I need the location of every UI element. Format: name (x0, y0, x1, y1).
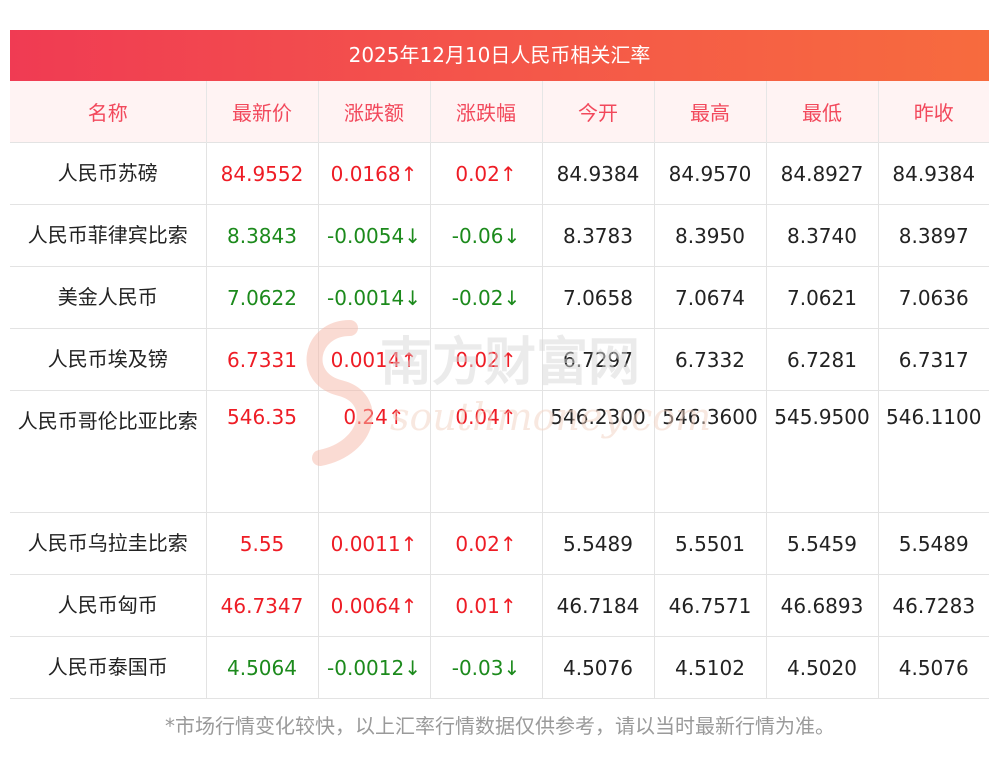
latest-price: 6.7331 (206, 328, 319, 391)
table-row: 人民币菲律宾比索 8.3843 -0.0054↓ -0.06↓ 8.3783 8… (10, 204, 989, 267)
change-amount: 0.0064↑ (318, 574, 431, 637)
change-percent: -0.03↓ (430, 636, 543, 699)
open-price: 4.5076 (542, 636, 655, 699)
high-price: 46.7571 (654, 574, 767, 637)
table-row: 人民币泰国币 4.5064 -0.0012↓ -0.03↓ 4.5076 4.5… (10, 636, 989, 699)
change-amount: 0.0168↑ (318, 142, 431, 205)
low-price: 7.0621 (766, 266, 879, 329)
disclaimer-text: *市场行情变化较快，以上汇率行情数据仅供参考，请以当时最新行情为准。 (165, 714, 835, 738)
high-price: 6.7332 (654, 328, 767, 391)
latest-price: 4.5064 (206, 636, 319, 699)
high-price: 84.9570 (654, 142, 767, 205)
change-percent: 0.02↑ (430, 328, 543, 391)
prev-close: 8.3897 (878, 204, 989, 267)
latest-price: 7.0622 (206, 266, 319, 329)
prev-close: 546.1100 (878, 390, 989, 513)
prev-close: 7.0636 (878, 266, 989, 329)
table-title: 2025年12月10日人民币相关汇率 (10, 30, 989, 81)
change-percent: -0.06↓ (430, 204, 543, 267)
header-change: 涨跌额 (318, 81, 431, 143)
high-price: 5.5501 (654, 512, 767, 575)
change-amount: -0.0014↓ (318, 266, 431, 329)
high-price: 8.3950 (654, 204, 767, 267)
table-row: 人民币苏磅 84.9552 0.0168↑ 0.02↑ 84.9384 84.9… (10, 142, 989, 205)
header-low: 最低 (766, 81, 879, 143)
change-percent: 0.04↑ (430, 390, 543, 513)
prev-close: 4.5076 (878, 636, 989, 699)
open-price: 84.9384 (542, 142, 655, 205)
latest-price: 5.55 (206, 512, 319, 575)
low-price: 4.5020 (766, 636, 879, 699)
low-price: 545.9500 (766, 390, 879, 513)
prev-close: 46.7283 (878, 574, 989, 637)
low-price: 6.7281 (766, 328, 879, 391)
prev-close: 6.7317 (878, 328, 989, 391)
open-price: 6.7297 (542, 328, 655, 391)
currency-name: 人民币苏磅 (10, 142, 207, 205)
low-price: 5.5459 (766, 512, 879, 575)
low-price: 84.8927 (766, 142, 879, 205)
table-row: 人民币哥伦比亚比索 546.35 0.24↑ 0.04↑ 546.2300 54… (10, 390, 989, 513)
currency-name: 美金人民币 (10, 266, 207, 329)
low-price: 46.6893 (766, 574, 879, 637)
high-price: 4.5102 (654, 636, 767, 699)
table-row: 人民币匈币 46.7347 0.0064↑ 0.01↑ 46.7184 46.7… (10, 574, 989, 637)
currency-name: 人民币埃及镑 (10, 328, 207, 391)
change-amount: -0.0012↓ (318, 636, 431, 699)
table-header-row: 名称 最新价 涨跌额 涨跌幅 今开 最高 最低 昨收 (10, 81, 989, 143)
header-name: 名称 (10, 81, 207, 143)
change-percent: 0.01↑ (430, 574, 543, 637)
currency-name: 人民币菲律宾比索 (10, 204, 207, 267)
change-amount: 0.0011↑ (318, 512, 431, 575)
open-price: 5.5489 (542, 512, 655, 575)
change-amount: -0.0054↓ (318, 204, 431, 267)
table-row: 人民币乌拉圭比索 5.55 0.0011↑ 0.02↑ 5.5489 5.550… (10, 512, 989, 575)
change-amount: 0.0014↑ (318, 328, 431, 391)
currency-name: 人民币泰国币 (10, 636, 207, 699)
open-price: 546.2300 (542, 390, 655, 513)
table-row: 美金人民币 7.0622 -0.0014↓ -0.02↓ 7.0658 7.06… (10, 266, 989, 329)
header-high: 最高 (654, 81, 767, 143)
currency-name: 人民币哥伦比亚比索 (10, 390, 207, 513)
change-amount: 0.24↑ (318, 390, 431, 513)
prev-close: 84.9384 (878, 142, 989, 205)
change-percent: 0.02↑ (430, 512, 543, 575)
latest-price: 546.35 (206, 390, 319, 513)
currency-name: 人民币乌拉圭比索 (10, 512, 207, 575)
exchange-rate-table: 名称 最新价 涨跌额 涨跌幅 今开 最高 最低 昨收 人民币苏磅 84.9552… (10, 81, 989, 699)
change-percent: -0.02↓ (430, 266, 543, 329)
header-open: 今开 (542, 81, 655, 143)
low-price: 8.3740 (766, 204, 879, 267)
currency-name: 人民币匈币 (10, 574, 207, 637)
table-row: 人民币埃及镑 6.7331 0.0014↑ 0.02↑ 6.7297 6.733… (10, 328, 989, 391)
latest-price: 46.7347 (206, 574, 319, 637)
latest-price: 84.9552 (206, 142, 319, 205)
header-prev-close: 昨收 (878, 81, 989, 143)
prev-close: 5.5489 (878, 512, 989, 575)
change-percent: 0.02↑ (430, 142, 543, 205)
header-latest: 最新价 (206, 81, 319, 143)
open-price: 46.7184 (542, 574, 655, 637)
open-price: 8.3783 (542, 204, 655, 267)
open-price: 7.0658 (542, 266, 655, 329)
latest-price: 8.3843 (206, 204, 319, 267)
high-price: 546.3600 (654, 390, 767, 513)
high-price: 7.0674 (654, 266, 767, 329)
rate-table-card: 2025年12月10日人民币相关汇率 名称 最新价 涨跌额 涨跌幅 今开 最高 … (10, 30, 989, 699)
header-change-pct: 涨跌幅 (430, 81, 543, 143)
